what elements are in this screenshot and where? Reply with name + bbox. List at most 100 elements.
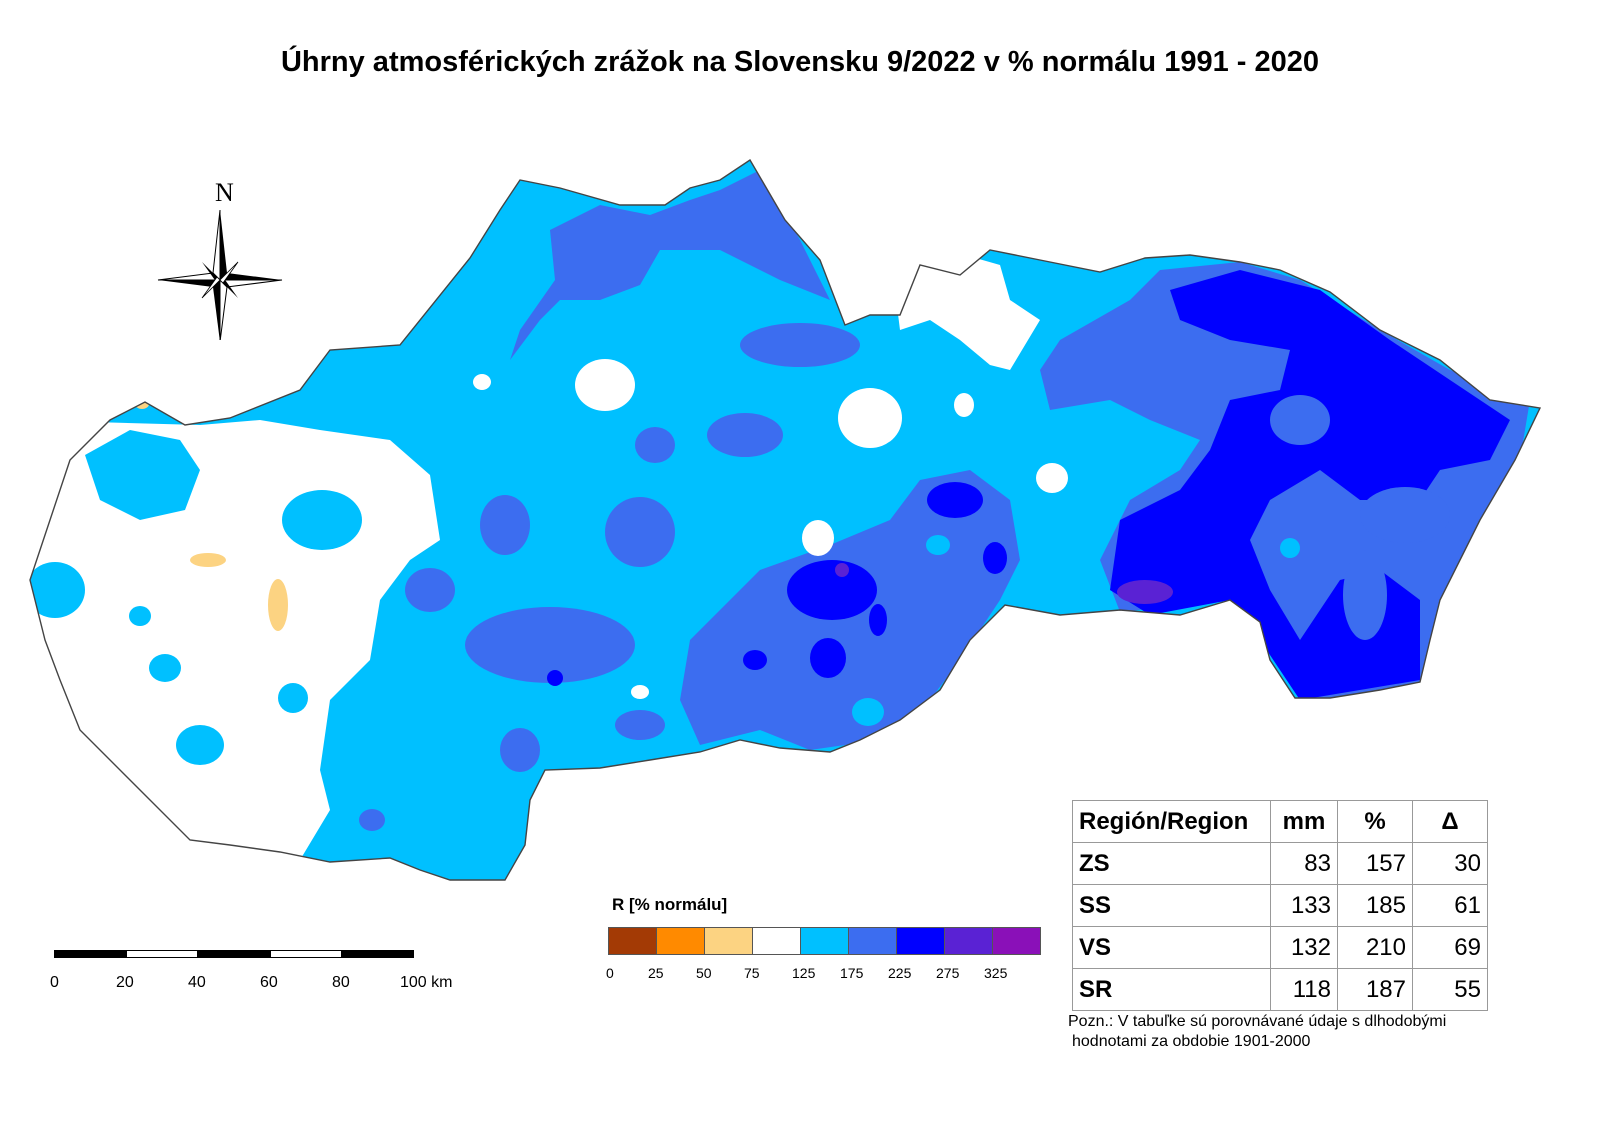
map-zone-white (1036, 463, 1068, 493)
map-zone-blue (1360, 487, 1450, 543)
table-row: ZS 83 157 30 (1072, 842, 1488, 885)
table-cell: 132 (1270, 926, 1338, 969)
table-cell: 185 (1337, 884, 1413, 927)
table-cell: 118 (1270, 968, 1338, 1011)
scale-segment (54, 950, 126, 958)
map-zone-blue (635, 427, 675, 463)
scale-tick-label: 20 (116, 974, 134, 991)
map-zone-light-blue (30, 562, 85, 618)
legend-title: R [% normálu] (612, 895, 728, 914)
table-header: % (1337, 800, 1413, 843)
legend-tick-label: 25 (648, 965, 664, 981)
note-line: Pozn.: V tabuľke sú porovnávané údaje s … (1068, 1013, 1447, 1030)
map-zone-blue (740, 323, 860, 367)
legend-tick-label: 225 (888, 965, 912, 981)
map-zone-purple (835, 563, 849, 577)
map-zone-blue (707, 413, 783, 457)
map-zone-orange (268, 579, 288, 631)
legend-color-box (704, 927, 753, 955)
map-title: Úhrny atmosférických zrážok na Slovensku… (280, 46, 1320, 78)
table-cell: SS (1072, 884, 1271, 927)
map-zone-white-north (895, 255, 1040, 370)
map-zone-blue-north (510, 170, 830, 360)
table-cell: 157 (1337, 842, 1413, 885)
table-cell: 30 (1412, 842, 1488, 885)
compass-north-label: N (215, 178, 234, 207)
map-zone-dark-blue (983, 542, 1007, 574)
map-zone-light-blue (176, 725, 224, 765)
table-header: Región/Region (1072, 800, 1271, 843)
scale-segment (270, 950, 342, 958)
map-zone-blue (1270, 395, 1330, 445)
legend-tick-label: 0 (606, 965, 614, 981)
map-zone-white (954, 393, 974, 417)
legend-tick-label: 50 (696, 965, 712, 981)
scale-segment (198, 950, 270, 958)
table-row: SS 133 185 61 (1072, 884, 1488, 927)
map-zone-dark-blue (547, 670, 563, 686)
map-zone-purple (1117, 580, 1173, 604)
map-zone-dark-blue (787, 560, 877, 620)
map-zone-dark-blue (869, 604, 887, 636)
map-zone-dark-blue-east (1110, 270, 1510, 700)
legend-tick-label: 125 (792, 965, 816, 981)
table-row: SR 118 187 55 (1072, 968, 1488, 1011)
table-cell: 55 (1412, 968, 1488, 1011)
legend-tick-label: 325 (984, 965, 1008, 981)
scale-tick-label: 80 (332, 974, 350, 991)
map-zone-dark-blue (810, 638, 846, 678)
map-zone-blue (405, 568, 455, 612)
scale-tick-label: 100 km (400, 974, 453, 991)
scale-tick-label: 60 (260, 974, 278, 991)
scale-segment (342, 950, 414, 958)
map-zone-orange (190, 553, 226, 567)
map-zone-light-blue (278, 683, 308, 713)
table-cell: 187 (1337, 968, 1413, 1011)
map-zone-light-blue (852, 698, 884, 726)
legend-color-box (944, 927, 993, 955)
map-zone-dark-blue (927, 482, 983, 518)
table-header: Δ (1412, 800, 1488, 843)
map-zone-light-blue (926, 535, 950, 555)
table-row: VS 132 210 69 (1072, 926, 1488, 969)
map-zone-blue (465, 607, 635, 683)
map-zone-white (802, 520, 834, 556)
scale-segment (126, 950, 198, 958)
legend-color-box (752, 927, 801, 955)
region-table: Región/Region mm % Δ ZS 83 157 30 SS 133… (1072, 800, 1488, 1011)
map-zone-white (473, 374, 491, 390)
legend-color-box (656, 927, 705, 955)
scale-tick-label: 0 (50, 974, 59, 991)
map-zone-white (631, 685, 649, 699)
table-cell: 83 (1270, 842, 1338, 885)
map-zone-dark-blue (743, 650, 767, 670)
table-header-row: Región/Region mm % Δ (1072, 800, 1488, 843)
map-zone-light-blue (1280, 538, 1300, 558)
legend-color-box (992, 927, 1041, 955)
legend-tick-label: 175 (840, 965, 864, 981)
map-zone-white (575, 359, 635, 411)
table-note: Pozn.: V tabuľke sú porovnávané údaje s … (1068, 1012, 1528, 1052)
scale-tick-label: 40 (188, 974, 206, 991)
map-zone-blue (605, 497, 675, 567)
map-zone-blue (500, 728, 540, 772)
table-cell: 69 (1412, 926, 1488, 969)
legend-color-box (896, 927, 945, 955)
table-cell: ZS (1072, 842, 1271, 885)
legend-tick-label: 275 (936, 965, 960, 981)
legend-color-box (848, 927, 897, 955)
table-cell: 210 (1337, 926, 1413, 969)
table-cell: SR (1072, 968, 1271, 1011)
table-cell: VS (1072, 926, 1271, 969)
table-cell: 61 (1412, 884, 1488, 927)
map-zone-light-blue (282, 490, 362, 550)
map-zone-blue (480, 495, 530, 555)
map-zone-white (838, 388, 902, 448)
map-zone-blue (1343, 550, 1387, 640)
legend-tick-label: 75 (744, 965, 760, 981)
note-line: hodnotami za obdobie 1901-2000 (1072, 1033, 1311, 1050)
map-zone-light-blue (149, 654, 181, 682)
table-cell: 133 (1270, 884, 1338, 927)
scale-bar: 0 20 40 60 80 100 km (50, 950, 490, 991)
compass-icon (157, 209, 283, 340)
